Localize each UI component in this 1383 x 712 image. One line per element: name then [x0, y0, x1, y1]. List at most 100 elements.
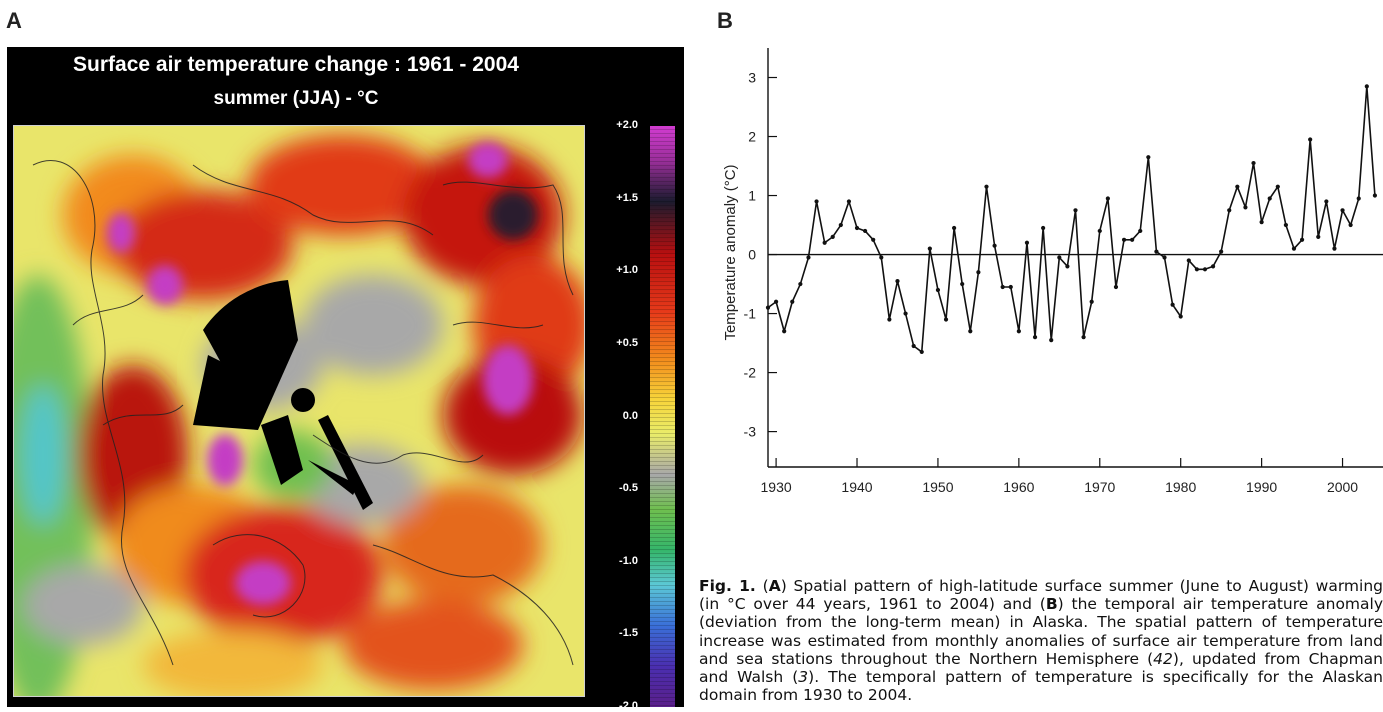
map-title: Surface air temperature change : 1961 - …	[73, 53, 519, 76]
data-point	[1016, 329, 1021, 334]
data-point	[1130, 237, 1135, 242]
data-point	[822, 240, 827, 245]
data-point	[838, 222, 843, 228]
data-point	[1308, 137, 1313, 142]
colorbar-label: +1.0	[616, 264, 638, 277]
data-point	[863, 228, 868, 234]
data-point	[1235, 184, 1240, 189]
data-point	[1081, 335, 1086, 340]
data-point	[1170, 302, 1175, 307]
temperature-change-map	[13, 125, 585, 697]
colorbar-label: +0.5	[616, 336, 638, 349]
x-tick-label: 1990	[1246, 479, 1277, 495]
data-point	[1049, 338, 1054, 343]
data-point	[1032, 335, 1038, 340]
y-tick-label: 2	[748, 129, 756, 145]
x-tick-label: 1930	[761, 479, 792, 495]
data-point	[1057, 255, 1062, 260]
data-point	[846, 199, 852, 204]
x-tick-label: 1940	[841, 479, 872, 495]
data-point	[798, 281, 803, 287]
colorbar-label: -2.0	[619, 700, 638, 712]
data-point	[1008, 284, 1013, 290]
data-point	[984, 184, 989, 189]
data-point	[911, 343, 916, 349]
data-point	[1283, 222, 1288, 228]
colorbar-label: +2.0	[616, 119, 638, 131]
data-point	[1024, 240, 1030, 245]
data-point	[1340, 208, 1345, 213]
data-point	[806, 255, 811, 260]
data-point	[879, 255, 884, 260]
data-point	[1105, 196, 1110, 201]
data-point	[992, 243, 997, 248]
data-point	[1178, 314, 1183, 319]
panel-a-letter: A	[6, 8, 22, 33]
x-tick-label: 1970	[1084, 479, 1115, 495]
data-point	[773, 299, 779, 304]
data-point	[1202, 267, 1208, 272]
data-point	[927, 246, 932, 251]
data-point	[1332, 246, 1337, 251]
colorbar	[650, 126, 675, 707]
y-tick-label: -2	[744, 365, 757, 381]
data-point	[1000, 284, 1005, 290]
data-point	[1210, 264, 1216, 269]
data-point	[782, 329, 787, 334]
colorbar-label: -1.0	[619, 554, 638, 567]
data-point	[1348, 222, 1353, 228]
data-point	[976, 270, 981, 275]
data-point	[935, 287, 941, 293]
data-point	[968, 329, 973, 334]
data-point	[765, 305, 771, 310]
data-point	[871, 237, 876, 242]
data-point	[1372, 193, 1378, 198]
data-point	[903, 311, 908, 316]
data-point	[1065, 264, 1070, 269]
data-point	[1154, 249, 1159, 254]
data-point	[1356, 196, 1361, 201]
data-point	[1089, 299, 1094, 304]
data-point	[1275, 184, 1280, 189]
data-point	[1259, 219, 1264, 225]
y-tick-label: 3	[748, 70, 756, 86]
data-point	[1097, 228, 1102, 234]
data-point	[1251, 160, 1256, 166]
y-tick-label: 1	[748, 188, 756, 204]
data-point	[1073, 208, 1078, 213]
data-point	[1162, 255, 1167, 260]
caption-text: (A) Spatial pattern of high-latitude sur…	[699, 577, 1383, 705]
data-point	[943, 317, 949, 322]
data-point	[1138, 228, 1143, 234]
data-point	[1113, 284, 1119, 290]
data-point	[1299, 237, 1305, 242]
colorbar-label: 0.0	[622, 409, 638, 422]
data-point	[1227, 208, 1232, 213]
caption-label: Fig. 1.	[699, 577, 756, 595]
x-tick-label: 2000	[1327, 479, 1358, 495]
data-point	[919, 349, 924, 355]
data-point	[814, 199, 819, 204]
panel-b-letter: B	[717, 8, 733, 33]
data-point	[790, 299, 795, 304]
data-point	[1364, 84, 1369, 89]
map-panel: Surface air temperature change : 1961 - …	[7, 47, 684, 712]
data-point	[952, 225, 957, 231]
data-point	[854, 225, 860, 231]
data-point	[1243, 205, 1248, 210]
figure-caption: Fig. 1. (A) Spatial pattern of high-lati…	[699, 577, 1383, 704]
temperature-anomaly-chart: 3 2 1 0 -1 -2 -3 1930 1940 1950 1960 1970 1980 1990 20…	[722, 48, 1383, 495]
data-point	[1291, 246, 1297, 251]
data-point	[830, 234, 835, 239]
y-axis-label: Temperature anomaly (°C)	[722, 164, 739, 340]
x-tick-label: 1960	[1003, 479, 1034, 495]
colorbar-label: -0.5	[619, 482, 638, 495]
colorbar-label: +1.5	[616, 191, 638, 204]
y-tick-label: 0	[748, 247, 756, 263]
data-point	[1316, 234, 1321, 239]
data-point	[1146, 155, 1151, 160]
data-point	[1267, 196, 1272, 201]
data-point	[1324, 199, 1329, 204]
x-tick-label: 1980	[1165, 479, 1196, 495]
data-point	[1121, 237, 1127, 242]
